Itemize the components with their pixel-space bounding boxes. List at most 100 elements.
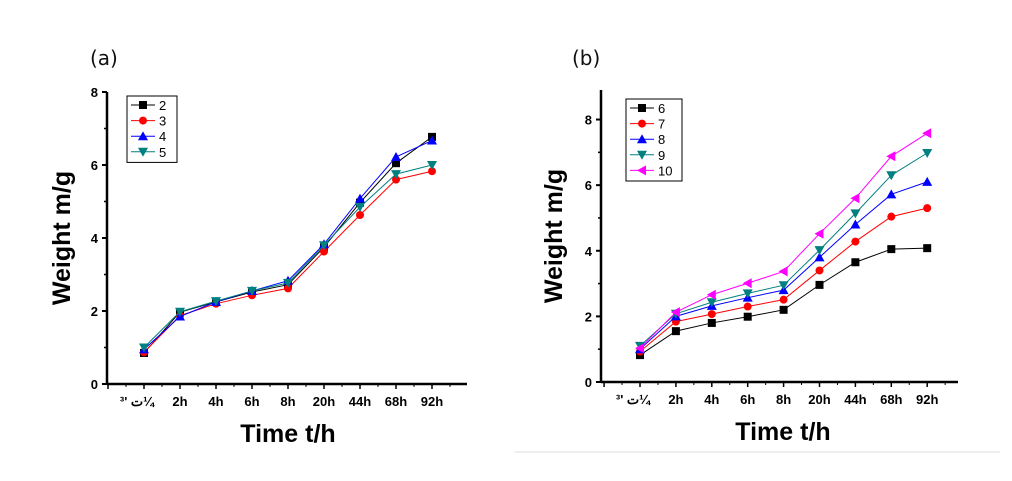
x-tick-label: 8h	[280, 394, 295, 409]
data-point	[887, 212, 896, 221]
data-point	[670, 307, 680, 318]
data-point	[707, 310, 716, 319]
data-point	[851, 258, 860, 267]
x-axis-label: Time t/h	[240, 420, 335, 448]
y-tick-label: 8	[585, 113, 592, 128]
data-point	[635, 343, 644, 354]
y-tick-label: 4	[91, 231, 99, 246]
data-point	[850, 209, 861, 219]
data-point	[742, 278, 752, 289]
data-point	[851, 237, 860, 246]
data-point	[706, 289, 716, 300]
series-10	[635, 128, 932, 354]
y-axis-label: Weight m/g	[540, 169, 568, 303]
legend-label: 8	[658, 132, 665, 147]
legend-marker	[638, 119, 646, 128]
x-tick-label: 4h	[208, 394, 223, 409]
data-point	[320, 247, 328, 256]
y-tick-label: 6	[91, 158, 98, 173]
legend-label: 5	[159, 145, 166, 160]
legend-label: 7	[658, 117, 665, 132]
data-point	[814, 252, 825, 262]
data-point	[923, 204, 932, 213]
x-tick-label: 20h	[808, 392, 830, 407]
legend-marker	[637, 134, 647, 144]
y-tick-label: 8	[91, 85, 98, 100]
series-4	[139, 135, 437, 354]
legend-box	[126, 95, 178, 163]
legend-label: 9	[658, 148, 665, 163]
series-8	[635, 176, 933, 354]
series-line	[143, 170, 433, 353]
panel-label-a: (a)	[90, 46, 118, 70]
data-point	[707, 318, 716, 327]
data-point	[887, 245, 896, 254]
legend-label: 4	[159, 129, 166, 144]
y-tick-label: 6	[585, 178, 592, 193]
data-point	[211, 297, 221, 307]
data-point	[815, 266, 824, 275]
y-tick-label: 0	[91, 377, 98, 392]
data-point	[284, 284, 292, 293]
data-point	[283, 278, 293, 288]
data-point	[356, 198, 364, 207]
data-point	[391, 151, 401, 161]
data-point	[743, 302, 752, 311]
data-point	[391, 170, 401, 180]
data-point	[671, 327, 680, 336]
x-tick-label: 8h	[776, 392, 791, 407]
data-point	[743, 312, 752, 321]
data-point	[356, 211, 364, 220]
x-tick-label: 44h	[349, 394, 371, 409]
x-tick-label: 68h	[880, 392, 902, 407]
legend-marker	[637, 165, 646, 176]
series-2	[140, 132, 436, 357]
data-point	[814, 228, 824, 239]
data-point	[427, 161, 437, 170]
y-tick-label: 0	[585, 375, 592, 390]
data-point	[779, 305, 788, 314]
panel-label-b: (b)	[572, 46, 601, 70]
x-tick-label: ³' ت¼	[616, 392, 651, 407]
x-tick-label: 92h	[421, 394, 443, 409]
series-9	[635, 148, 933, 351]
series-3	[140, 167, 436, 357]
data-point	[427, 135, 437, 145]
data-point	[355, 202, 365, 212]
series-5	[139, 161, 437, 353]
x-axis-label: Time t/h	[735, 418, 830, 446]
data-point	[886, 151, 896, 162]
x-tick-label: 2h	[172, 394, 187, 409]
data-point	[814, 246, 825, 256]
chart-b: 0 2 4 6 8 ³' ت¼ 2h 4h 6h 8h 20h 44h 68h 92h Time t/h We…	[540, 90, 958, 446]
data-point	[850, 193, 860, 204]
data-point	[922, 128, 932, 139]
data-point	[139, 343, 149, 353]
x-tick-label: 92h	[916, 392, 938, 407]
x-tick-label: 68h	[385, 394, 407, 409]
legend-marker	[638, 104, 646, 112]
x-tick-label: 2h	[668, 392, 683, 407]
legend-marker	[139, 116, 147, 125]
chart-a: 0 2 4 6 8 ³' ت¼ 2h 4h 6h 8h 20h 44h 68h 92h Time t/h We…	[48, 85, 467, 448]
series-line	[639, 132, 928, 349]
data-point	[392, 175, 400, 184]
series-line	[639, 181, 928, 350]
data-point	[175, 307, 185, 317]
data-point	[428, 167, 436, 176]
data-point	[706, 298, 717, 308]
x-tick-label: ³' ت¼	[120, 394, 155, 409]
y-tick-label: 4	[585, 244, 593, 259]
data-point	[392, 159, 400, 168]
data-point	[886, 171, 897, 181]
data-point	[778, 281, 789, 291]
data-point	[742, 289, 753, 299]
data-point	[778, 266, 788, 277]
data-point	[923, 244, 932, 253]
legend-label: 2	[159, 98, 166, 113]
data-point	[815, 280, 824, 289]
legend-marker	[138, 147, 148, 157]
